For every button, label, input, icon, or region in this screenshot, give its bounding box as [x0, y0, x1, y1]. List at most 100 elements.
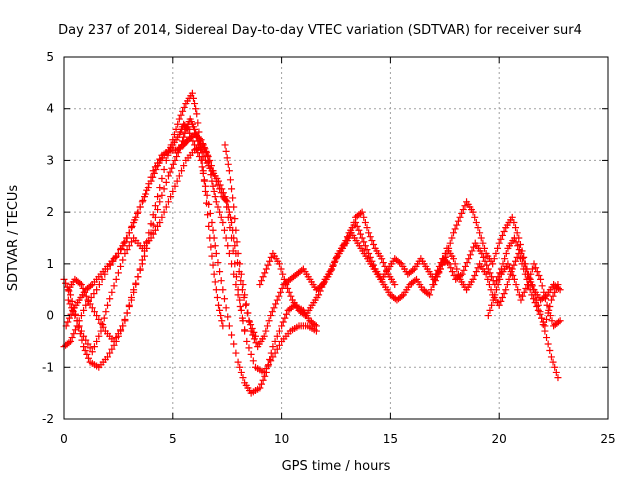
data-point	[265, 317, 273, 325]
data-point	[164, 151, 172, 159]
data-point	[130, 286, 138, 294]
data-point	[485, 281, 493, 289]
data-point	[502, 286, 510, 294]
data-point	[104, 353, 112, 361]
data-point	[121, 317, 129, 325]
data-point	[498, 293, 506, 301]
data-point	[547, 353, 555, 361]
x-tick-label: 5	[169, 432, 177, 446]
data-point	[507, 268, 515, 276]
data-point	[450, 229, 458, 237]
data-point	[221, 141, 229, 149]
data-point	[510, 261, 518, 269]
data-point	[489, 260, 497, 268]
data-point	[472, 268, 480, 276]
data-point	[149, 167, 157, 175]
data-point	[239, 317, 247, 325]
data-point	[174, 149, 182, 157]
data-point	[531, 299, 539, 307]
data-point	[180, 103, 188, 111]
data-point	[279, 318, 287, 326]
data-point	[217, 312, 225, 320]
data-point	[193, 133, 201, 141]
data-point	[508, 213, 516, 221]
data-series	[60, 89, 564, 397]
data-point	[438, 260, 446, 268]
data-point	[243, 337, 251, 345]
data-point	[237, 277, 245, 285]
data-point	[363, 246, 371, 254]
data-point	[119, 242, 127, 250]
data-point	[130, 218, 138, 226]
data-point	[112, 337, 120, 345]
data-point	[541, 322, 549, 330]
data-point	[160, 165, 168, 173]
data-point	[494, 281, 502, 289]
data-point	[102, 308, 110, 316]
data-point	[366, 233, 374, 241]
data-point	[84, 340, 92, 348]
data-point	[169, 136, 177, 144]
data-point	[497, 235, 505, 243]
data-point	[149, 230, 157, 238]
data-point	[136, 266, 144, 274]
data-point	[498, 231, 506, 239]
data-point	[298, 266, 306, 274]
data-point	[529, 295, 537, 303]
data-point	[209, 182, 217, 190]
data-point	[368, 257, 376, 265]
data-point	[193, 110, 201, 118]
data-point	[123, 234, 131, 242]
data-point	[516, 255, 524, 263]
data-point	[358, 234, 366, 242]
data-point	[525, 275, 533, 283]
data-point	[199, 141, 207, 149]
data-point	[93, 286, 101, 294]
data-point	[343, 233, 351, 241]
data-point	[156, 184, 164, 192]
data-point	[212, 250, 220, 258]
data-point	[481, 257, 489, 265]
data-point	[192, 105, 200, 113]
data-point	[158, 175, 166, 183]
data-point	[191, 100, 199, 108]
data-point	[355, 226, 363, 234]
data-point	[453, 221, 461, 229]
data-point	[127, 224, 135, 232]
y-tick-label: 0	[46, 309, 54, 323]
data-point	[79, 284, 87, 292]
y-tick-label: 2	[46, 205, 54, 219]
data-point	[440, 255, 448, 263]
data-point	[282, 281, 290, 289]
data-point	[554, 374, 562, 382]
data-point	[121, 250, 129, 258]
data-point	[62, 279, 70, 287]
data-point	[360, 213, 368, 221]
data-point	[543, 315, 551, 323]
data-point	[549, 292, 557, 300]
data-point	[204, 153, 212, 161]
data-point	[175, 115, 183, 123]
data-point	[447, 264, 455, 272]
data-point	[490, 255, 498, 263]
data-point	[272, 300, 280, 308]
data-point	[391, 281, 399, 289]
data-point	[461, 202, 469, 210]
data-point	[259, 273, 267, 281]
y-tick-label: 4	[46, 102, 54, 116]
data-point	[339, 244, 347, 252]
data-point	[171, 156, 179, 164]
data-point	[117, 246, 125, 254]
data-point	[279, 270, 287, 278]
data-point	[82, 336, 90, 344]
y-tick-label: -1	[42, 360, 54, 374]
data-point	[262, 327, 270, 335]
data-point	[435, 269, 443, 277]
data-point	[112, 275, 120, 283]
data-point	[278, 322, 286, 330]
data-point	[549, 358, 557, 366]
data-point	[212, 177, 220, 185]
data-point	[203, 199, 211, 207]
data-point	[445, 260, 453, 268]
